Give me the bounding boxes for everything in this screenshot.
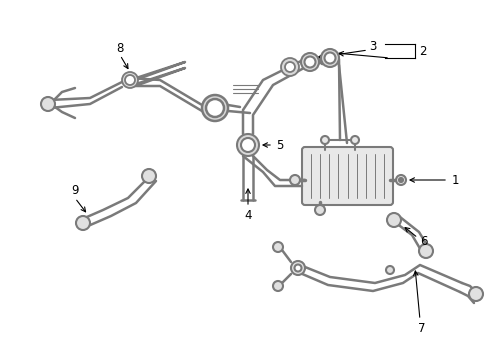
Text: 5: 5 <box>276 139 284 152</box>
Circle shape <box>76 216 90 230</box>
Circle shape <box>304 57 316 68</box>
Circle shape <box>241 138 255 152</box>
Circle shape <box>41 97 55 111</box>
Text: 9: 9 <box>71 184 79 197</box>
Circle shape <box>290 175 300 185</box>
Circle shape <box>237 134 259 156</box>
Text: 8: 8 <box>116 41 123 54</box>
FancyBboxPatch shape <box>302 147 393 205</box>
Circle shape <box>396 175 406 185</box>
Circle shape <box>324 53 336 63</box>
Circle shape <box>285 62 295 72</box>
Circle shape <box>291 261 305 275</box>
Circle shape <box>419 244 433 258</box>
Text: 4: 4 <box>244 208 252 221</box>
Circle shape <box>281 58 299 76</box>
Circle shape <box>351 136 359 144</box>
Circle shape <box>273 281 283 291</box>
Text: 7: 7 <box>418 321 426 334</box>
Text: 6: 6 <box>420 234 428 248</box>
Circle shape <box>122 72 138 88</box>
Circle shape <box>206 99 224 117</box>
Circle shape <box>321 49 339 67</box>
Circle shape <box>315 205 325 215</box>
Circle shape <box>202 95 228 121</box>
Circle shape <box>142 169 156 183</box>
Circle shape <box>125 75 135 85</box>
Circle shape <box>469 287 483 301</box>
Circle shape <box>273 242 283 252</box>
Circle shape <box>321 136 329 144</box>
Circle shape <box>399 178 403 182</box>
Circle shape <box>294 265 301 271</box>
Circle shape <box>386 266 394 274</box>
Text: 3: 3 <box>369 40 377 53</box>
Text: 2: 2 <box>419 45 427 58</box>
Text: 1: 1 <box>451 174 459 186</box>
Circle shape <box>301 53 319 71</box>
Circle shape <box>387 213 401 227</box>
